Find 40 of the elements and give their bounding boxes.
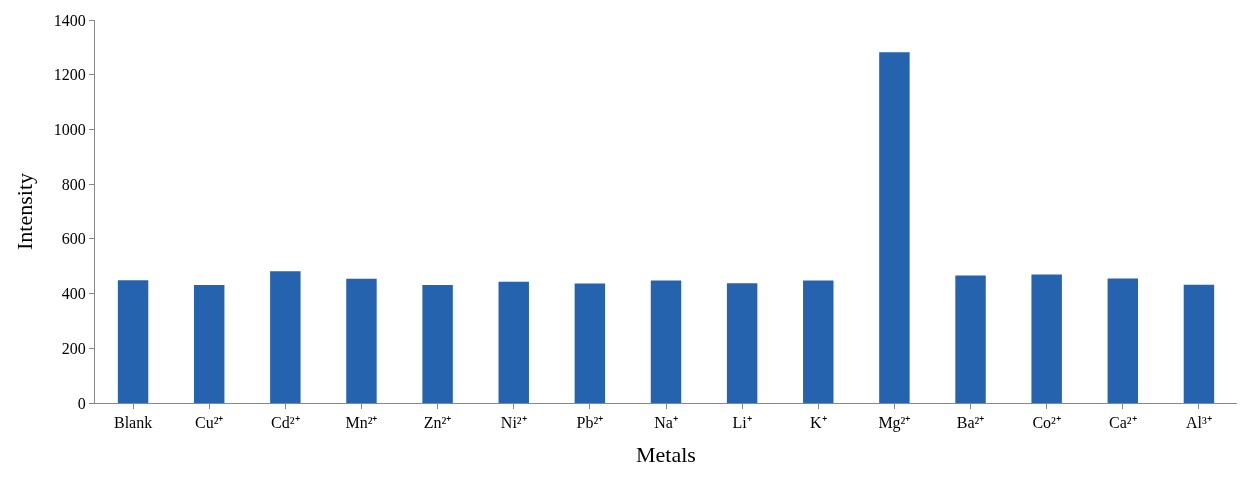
x-tick-label: Cu²⁺ <box>194 414 224 432</box>
bar <box>498 281 529 403</box>
bar <box>270 271 301 403</box>
x-tick-label: Na⁺ <box>654 414 678 432</box>
x-tick-label: Li⁺ <box>732 414 752 432</box>
x-tick-label: Zn²⁺ <box>423 414 452 432</box>
bar <box>193 285 225 403</box>
x-tick-label: K⁺ <box>809 414 827 432</box>
y-tick-label: 1000 <box>53 121 86 139</box>
bar <box>574 283 606 403</box>
bar <box>422 285 453 403</box>
x-tick-label: Blank <box>113 414 153 432</box>
bar <box>117 280 149 403</box>
bar <box>1107 278 1139 403</box>
x-axis-title: Metals <box>636 442 696 468</box>
x-tick-label: Ni²⁺ <box>500 414 527 432</box>
bar <box>1031 274 1062 403</box>
bar <box>1183 284 1215 403</box>
y-tick-label: 200 <box>61 339 86 357</box>
y-tick-label: 400 <box>61 285 86 303</box>
bar <box>650 280 682 403</box>
y-axis-title: Intensity <box>11 173 37 250</box>
y-tick-label: 600 <box>61 230 86 248</box>
bar <box>803 280 834 403</box>
x-tick-label: Mn²⁺ <box>345 414 378 432</box>
y-tick-label: 0 <box>77 394 86 412</box>
x-tick-label: Ba²⁺ <box>956 414 985 432</box>
y-tick-label: 800 <box>61 175 86 193</box>
y-tick-label: 1200 <box>53 66 86 84</box>
bar <box>955 275 986 403</box>
bar <box>879 52 910 403</box>
x-tick-label: Co²⁺ <box>1032 414 1061 432</box>
bar <box>726 283 758 403</box>
x-tick-label: Al³⁺ <box>1186 414 1212 432</box>
x-tick-label: Ca²⁺ <box>1109 414 1137 432</box>
y-tick-label: 1400 <box>53 11 86 29</box>
x-tick-label: Mg²⁺ <box>878 414 911 433</box>
x-tick-label: Cd²⁺ <box>271 414 300 432</box>
bar <box>346 278 377 403</box>
x-tick-label: Pb²⁺ <box>576 414 604 432</box>
